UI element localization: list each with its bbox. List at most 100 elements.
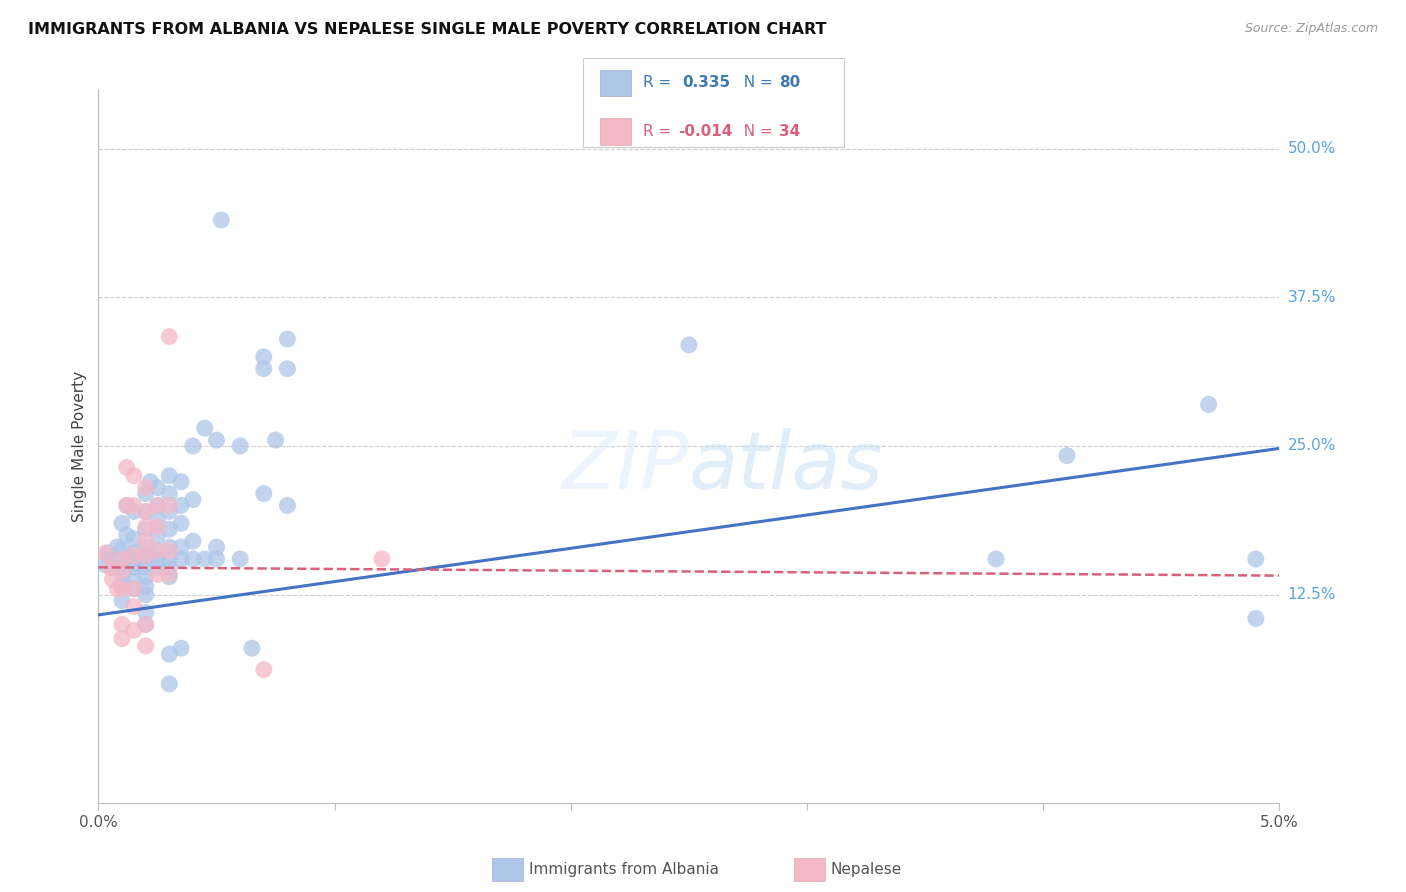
Point [146,543,169,558]
Point [122,570,145,584]
Point [253,486,276,500]
Point [146,481,169,495]
Point [135,520,157,534]
Point [111,560,134,574]
Point [122,582,145,596]
Text: atlas: atlas [689,428,884,507]
Point [170,552,193,566]
Point [194,421,217,435]
Point [122,532,145,546]
Point [122,546,145,560]
Point [157,567,180,582]
Point [135,570,157,584]
Point [157,552,180,566]
Point [170,540,193,554]
Text: 50.0%: 50.0% [1288,141,1336,156]
Point [1244,611,1267,625]
Point [122,499,145,513]
Text: 0.335: 0.335 [682,76,730,90]
Point [229,552,252,566]
Point [157,504,180,518]
Point [115,528,138,542]
Point [122,468,145,483]
Point [135,549,157,563]
Text: N =: N = [734,76,778,90]
Point [122,504,145,518]
Text: R =: R = [643,124,676,138]
Point [157,560,180,574]
Text: Nepalese: Nepalese [831,863,903,877]
Point [135,606,157,620]
Point [146,552,169,566]
Text: R =: R = [643,76,681,90]
Text: ZIP: ZIP [561,428,689,507]
Point [205,552,228,566]
Point [146,567,169,582]
Point [170,475,193,489]
Point [135,504,157,518]
Point [94,558,117,572]
Point [135,504,157,518]
Point [135,579,157,593]
Point [122,624,145,638]
Text: Source: ZipAtlas.com: Source: ZipAtlas.com [1244,22,1378,36]
Point [157,499,180,513]
Point [181,552,204,566]
Point [157,522,180,536]
Point [205,433,228,447]
Point [105,540,128,554]
Point [135,588,157,602]
Point [253,663,276,677]
Point [146,543,169,558]
Point [157,468,180,483]
Point [94,546,117,560]
Point [209,213,232,227]
Point [98,552,121,566]
Point [111,632,134,646]
Point [157,543,180,558]
Point [157,329,180,343]
Point [146,513,169,527]
Point [111,564,134,578]
Point [135,540,157,554]
Point [181,534,204,549]
Point [170,516,193,531]
Point [194,552,217,566]
Point [984,552,1007,566]
Point [135,534,157,549]
Point [264,433,287,447]
Point [135,549,157,564]
Point [97,546,120,560]
Point [111,516,134,531]
Point [253,361,276,376]
Point [111,552,134,566]
Point [157,540,180,554]
Y-axis label: Single Male Poverty: Single Male Poverty [72,370,87,522]
Point [276,499,298,513]
Point [146,499,169,513]
Text: -0.014: -0.014 [678,124,733,138]
Point [229,439,252,453]
Point [122,552,145,566]
Point [1244,552,1267,566]
Point [181,439,204,453]
Point [135,481,157,495]
Point [146,520,169,534]
Text: 25.0%: 25.0% [1288,439,1336,453]
Point [371,552,394,566]
Point [111,552,134,566]
Point [146,499,169,513]
Point [111,582,134,596]
Text: N =: N = [734,124,778,138]
Point [111,617,134,632]
Point [146,560,169,574]
Text: Immigrants from Albania: Immigrants from Albania [529,863,718,877]
Point [115,460,138,475]
Text: 34: 34 [779,124,800,138]
Point [122,582,145,596]
Point [139,475,162,489]
Text: 80: 80 [779,76,800,90]
Text: IMMIGRANTS FROM ALBANIA VS NEPALESE SINGLE MALE POVERTY CORRELATION CHART: IMMIGRANTS FROM ALBANIA VS NEPALESE SING… [28,22,827,37]
Text: 12.5%: 12.5% [1288,587,1336,602]
Point [122,549,145,563]
